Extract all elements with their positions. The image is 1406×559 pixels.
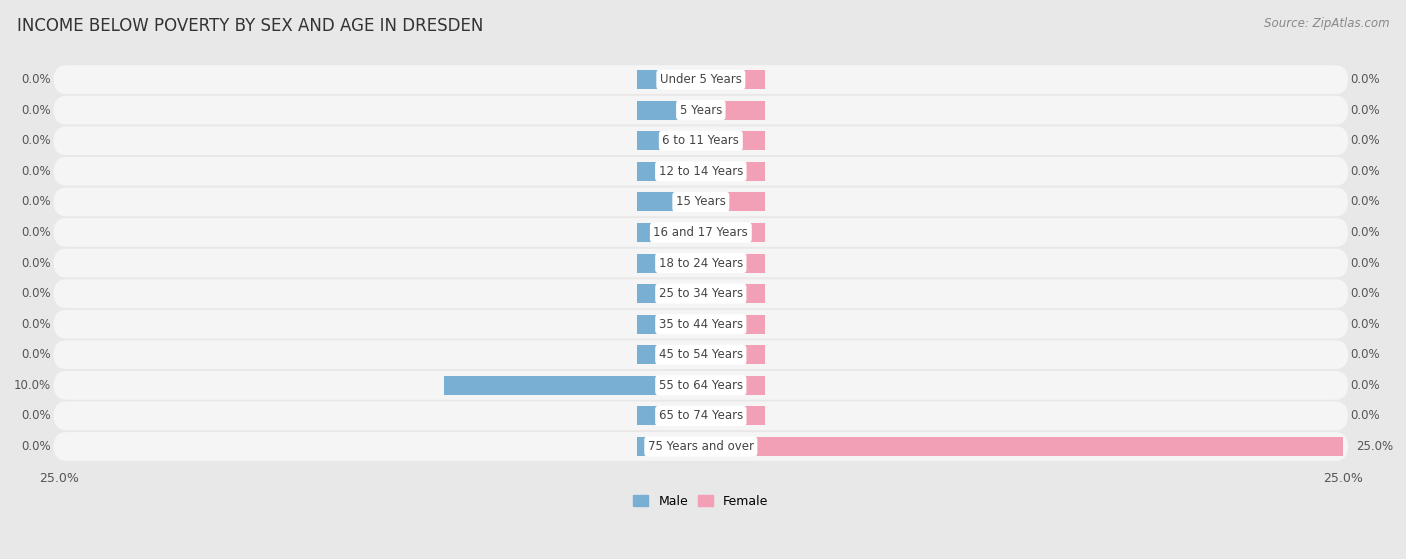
Legend: Male, Female: Male, Female	[628, 490, 773, 513]
Bar	[700, 284, 765, 303]
FancyBboxPatch shape	[53, 401, 1348, 430]
FancyBboxPatch shape	[53, 371, 1348, 400]
Bar	[637, 192, 700, 211]
Text: 0.0%: 0.0%	[21, 440, 51, 453]
Text: 0.0%: 0.0%	[21, 409, 51, 423]
Bar	[700, 162, 765, 181]
Bar	[637, 70, 700, 89]
Text: 0.0%: 0.0%	[21, 196, 51, 209]
Text: 0.0%: 0.0%	[21, 348, 51, 361]
Bar	[700, 437, 1343, 456]
Bar	[637, 254, 700, 272]
Bar	[700, 345, 765, 364]
Text: 0.0%: 0.0%	[21, 73, 51, 86]
Text: 5 Years: 5 Years	[679, 103, 723, 117]
Text: 12 to 14 Years: 12 to 14 Years	[658, 165, 742, 178]
FancyBboxPatch shape	[53, 157, 1348, 186]
Bar	[637, 437, 700, 456]
Text: 0.0%: 0.0%	[1351, 348, 1381, 361]
Text: 0.0%: 0.0%	[1351, 196, 1381, 209]
Bar	[637, 406, 700, 425]
FancyBboxPatch shape	[53, 96, 1348, 125]
Bar	[700, 223, 765, 242]
Text: 0.0%: 0.0%	[21, 318, 51, 331]
Text: 25 to 34 Years: 25 to 34 Years	[659, 287, 742, 300]
FancyBboxPatch shape	[53, 310, 1348, 339]
Text: 10.0%: 10.0%	[14, 379, 51, 392]
Bar	[700, 376, 765, 395]
Text: 0.0%: 0.0%	[1351, 134, 1381, 147]
Bar	[637, 345, 700, 364]
Text: Source: ZipAtlas.com: Source: ZipAtlas.com	[1264, 17, 1389, 30]
FancyBboxPatch shape	[53, 249, 1348, 277]
Text: 0.0%: 0.0%	[1351, 103, 1381, 117]
Text: 25.0%: 25.0%	[1355, 440, 1393, 453]
Text: 0.0%: 0.0%	[21, 287, 51, 300]
Bar	[700, 406, 765, 425]
Text: 0.0%: 0.0%	[1351, 165, 1381, 178]
Bar	[700, 131, 765, 150]
Text: INCOME BELOW POVERTY BY SEX AND AGE IN DRESDEN: INCOME BELOW POVERTY BY SEX AND AGE IN D…	[17, 17, 484, 35]
Bar	[700, 101, 765, 120]
Text: 65 to 74 Years: 65 to 74 Years	[658, 409, 742, 423]
FancyBboxPatch shape	[53, 218, 1348, 247]
Bar	[700, 192, 765, 211]
Bar	[637, 223, 700, 242]
FancyBboxPatch shape	[53, 280, 1348, 308]
Text: 0.0%: 0.0%	[1351, 379, 1381, 392]
Bar	[444, 376, 700, 395]
FancyBboxPatch shape	[53, 187, 1348, 216]
Text: 75 Years and over: 75 Years and over	[648, 440, 754, 453]
Bar	[637, 162, 700, 181]
Text: 0.0%: 0.0%	[1351, 73, 1381, 86]
Text: 0.0%: 0.0%	[1351, 318, 1381, 331]
Text: 0.0%: 0.0%	[1351, 287, 1381, 300]
Text: 16 and 17 Years: 16 and 17 Years	[654, 226, 748, 239]
Bar	[637, 284, 700, 303]
Bar	[700, 254, 765, 272]
Text: 55 to 64 Years: 55 to 64 Years	[659, 379, 742, 392]
Text: 15 Years: 15 Years	[676, 196, 725, 209]
Bar	[637, 101, 700, 120]
Bar	[637, 131, 700, 150]
Text: Under 5 Years: Under 5 Years	[659, 73, 742, 86]
Text: 0.0%: 0.0%	[21, 226, 51, 239]
Text: 6 to 11 Years: 6 to 11 Years	[662, 134, 740, 147]
Text: 0.0%: 0.0%	[21, 134, 51, 147]
Text: 18 to 24 Years: 18 to 24 Years	[658, 257, 742, 269]
Text: 0.0%: 0.0%	[21, 257, 51, 269]
Text: 0.0%: 0.0%	[21, 165, 51, 178]
FancyBboxPatch shape	[53, 126, 1348, 155]
FancyBboxPatch shape	[53, 432, 1348, 461]
Bar	[637, 315, 700, 334]
Text: 0.0%: 0.0%	[1351, 257, 1381, 269]
FancyBboxPatch shape	[53, 65, 1348, 94]
Bar	[700, 315, 765, 334]
Text: 0.0%: 0.0%	[1351, 226, 1381, 239]
Text: 45 to 54 Years: 45 to 54 Years	[659, 348, 742, 361]
FancyBboxPatch shape	[53, 340, 1348, 369]
Text: 35 to 44 Years: 35 to 44 Years	[659, 318, 742, 331]
Text: 0.0%: 0.0%	[21, 103, 51, 117]
Text: 0.0%: 0.0%	[1351, 409, 1381, 423]
Bar	[700, 70, 765, 89]
